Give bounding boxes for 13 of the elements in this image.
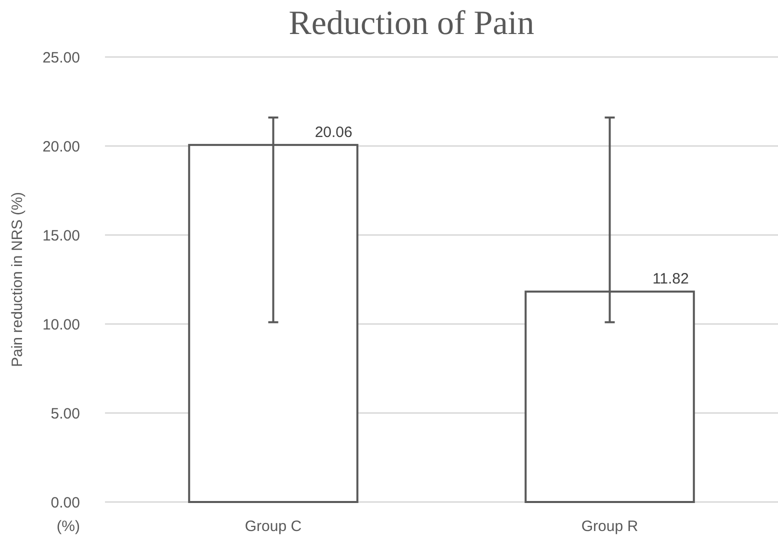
y-tick-label: 20.00 xyxy=(42,138,80,156)
y-axis-title: Pain reduction in NRS (%) xyxy=(9,192,26,368)
y-tick-label: 5.00 xyxy=(50,405,80,422)
x-tick-label: Group C xyxy=(244,518,302,535)
chart-title: Reduction of Pain xyxy=(288,5,534,42)
y-tick-label: 15.00 xyxy=(42,227,80,244)
text: (%) xyxy=(56,518,80,535)
data-label: 11.82 xyxy=(652,270,689,288)
x-tick-label: Group R xyxy=(581,518,638,535)
y-tick-label: 10.00 xyxy=(42,316,80,334)
y-tick-label: 0.00 xyxy=(50,494,80,512)
y-tick-label: 25.00 xyxy=(42,49,80,66)
data-label: 20.06 xyxy=(314,124,352,141)
